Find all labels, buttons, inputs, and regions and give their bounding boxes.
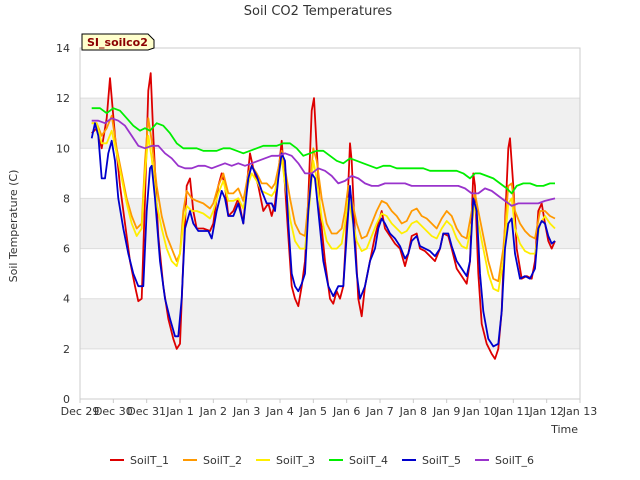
chart-title: Soil CO2 Temperatures xyxy=(244,4,393,19)
series-line-soilt-2 xyxy=(91,114,556,283)
x-tick-label: Jan 11 xyxy=(495,405,530,418)
x-tick-label: Jan 6 xyxy=(332,405,360,418)
x-tick-label: Jan 9 xyxy=(432,405,460,418)
series-layer xyxy=(90,72,556,360)
legend-label: SoilT_3 xyxy=(276,454,315,467)
x-tick-label: Jan 5 xyxy=(299,405,327,418)
legend-item: SoilT_4 xyxy=(329,454,388,467)
x-tick-label: Jan 4 xyxy=(265,405,293,418)
x-tick-label: Jan 12 xyxy=(528,405,563,418)
site-badge: SI_soilco2 xyxy=(81,33,155,51)
x-tick-label: Jan 2 xyxy=(199,405,227,418)
legend-item: SoilT_5 xyxy=(402,454,461,467)
legend-label: SoilT_2 xyxy=(203,454,242,467)
plot-frame xyxy=(79,47,581,400)
legend-label: SoilT_1 xyxy=(130,454,169,467)
site-badge-label: SI_soilco2 xyxy=(87,36,148,49)
x-tick-label: Jan 13 xyxy=(562,405,597,418)
y-tick-label: 2 xyxy=(63,343,70,356)
x-tick-label: Dec 30 xyxy=(94,405,133,418)
x-tick-label: Jan 3 xyxy=(232,405,260,418)
y-tick-label: 6 xyxy=(63,243,70,256)
y-tick-label: 10 xyxy=(56,142,70,155)
plot-band xyxy=(80,298,580,349)
legend: SoilT_1 SoilT_2 SoilT_3 SoilT_4 SoilT_5 SoilT… xyxy=(110,454,534,467)
x-tick-label: Jan 8 xyxy=(399,405,427,418)
x-axis-label: Time xyxy=(550,423,578,436)
x-tick-label: Jan 10 xyxy=(462,405,497,418)
y-tick-label: 12 xyxy=(56,92,70,105)
y-tick-label: 14 xyxy=(56,42,70,55)
legend-item: SoilT_6 xyxy=(475,454,534,467)
x-tick-label: Dec 31 xyxy=(127,405,166,418)
legend-label: SoilT_6 xyxy=(495,454,534,467)
x-tick-label: Dec 29 xyxy=(61,405,100,418)
y-tick-label: 4 xyxy=(63,293,70,306)
legend-item: SoilT_2 xyxy=(183,454,242,467)
x-tick-label: Jan 1 xyxy=(165,405,193,418)
legend-label: SoilT_5 xyxy=(422,454,461,467)
series-line-soilt-4 xyxy=(91,107,555,195)
series-line-soilt-6 xyxy=(91,117,556,207)
plot-bands xyxy=(80,98,580,349)
y-axis-label: Soil Temperature (C) xyxy=(7,170,20,283)
y-tick-labels: 0 2 4 6 8 10 12 14 xyxy=(56,42,70,406)
site-badge-box xyxy=(81,33,155,51)
legend-label: SoilT_4 xyxy=(349,454,388,467)
legend-item: SoilT_3 xyxy=(256,454,315,467)
y-tick-label: 0 xyxy=(63,393,70,406)
series-line-soilt-5 xyxy=(90,122,556,348)
plot-band xyxy=(80,98,580,149)
x-tick-label: Jan 7 xyxy=(365,405,393,418)
y-tick-label: 8 xyxy=(63,192,70,205)
legend-item: SoilT_1 xyxy=(110,454,169,467)
